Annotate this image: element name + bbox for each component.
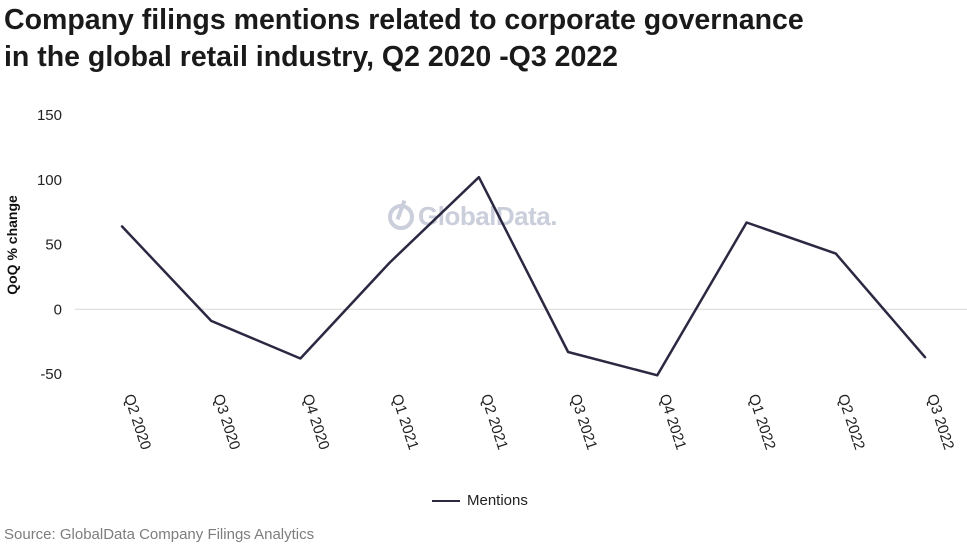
x-tick-label: Q4 2020	[299, 392, 333, 452]
legend-swatch-mentions	[432, 499, 460, 502]
y-axis-label: QoQ % change	[4, 195, 20, 295]
x-tick-label: Q2 2020	[120, 392, 154, 452]
x-tick-label: Q2 2022	[834, 392, 868, 452]
watermark-text: GlobalData.	[418, 201, 557, 231]
x-tick-label: Q1 2022	[745, 392, 779, 452]
y-tick-label: 100	[37, 172, 62, 189]
y-tick-label: 150	[37, 107, 62, 124]
x-tick-label: Q4 2021	[656, 392, 690, 452]
watermark: GlobalData.	[388, 201, 557, 232]
y-tick-label: 0	[54, 301, 62, 318]
chart-title-line-1: Company filings mentions related to corp…	[4, 4, 804, 36]
globaldata-logo-icon	[388, 203, 414, 230]
x-tick-label: Q3 2020	[209, 392, 243, 452]
source-note: Source: GlobalData Company Filings Analy…	[4, 526, 315, 543]
y-tick-label: -50	[40, 366, 62, 383]
x-tick-label: Q3 2022	[923, 392, 957, 452]
chart-title-line-2: in the global retail industry, Q2 2020 -…	[4, 41, 619, 73]
y-tick-label: 50	[45, 237, 62, 254]
x-axis-ticks: Q2 2020 Q3 2020 Q4 2020 Q1 2021 Q2 2021 Q3 20…	[120, 392, 957, 452]
x-tick-label: Q3 2021	[566, 392, 600, 452]
x-tick-label: Q2 2021	[477, 392, 511, 452]
y-axis-label-group: QoQ % change	[4, 195, 20, 295]
legend: Mentions	[432, 492, 528, 509]
legend-label-mentions: Mentions	[467, 492, 528, 509]
series-line-mentions	[120, 175, 927, 377]
chart-title: Company filings mentions related to corp…	[4, 2, 934, 76]
y-axis-ticks: 150 100 50 0 -50	[37, 107, 62, 383]
series-group	[120, 175, 927, 377]
x-tick-label: Q1 2021	[388, 392, 422, 452]
